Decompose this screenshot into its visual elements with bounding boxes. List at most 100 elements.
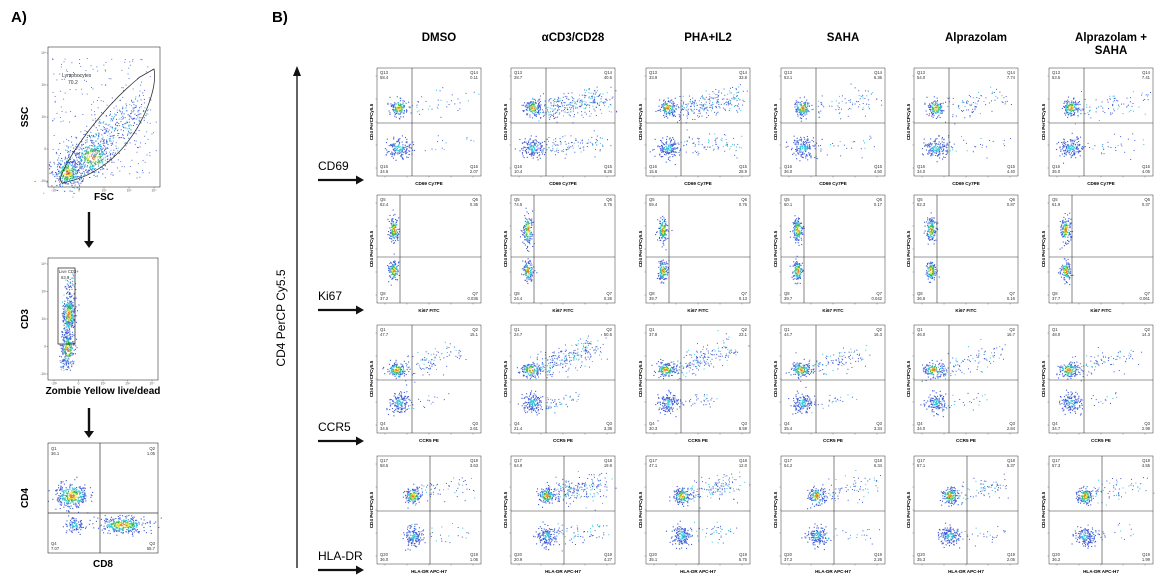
- x-axis-label: HLA-DR APC-H7: [680, 569, 716, 574]
- quadrant-name: Q16: [917, 164, 926, 169]
- quadrant-name: Q20: [784, 552, 793, 557]
- plot-frame: [1048, 455, 1154, 565]
- x-axis-label: CCR5 PE: [553, 438, 573, 443]
- quadrant-value: 15.1: [470, 332, 479, 337]
- quadrant-name: Q6: [1144, 197, 1150, 202]
- quadrant-value: 39.7: [649, 296, 658, 301]
- quadrant-name: Q18: [739, 458, 748, 463]
- quadrant-name: Q20: [649, 552, 658, 557]
- quadrant-value: 3.38: [604, 426, 613, 431]
- column-header: SAHA: [827, 32, 860, 44]
- column-header: DMSO: [422, 32, 457, 44]
- quadrant-value: 34.6: [380, 426, 389, 431]
- quadrant-name: Q18: [470, 458, 479, 463]
- tick-label: -10²: [40, 179, 46, 183]
- y-axis-label: CD4 PerCPCy5.5: [773, 230, 778, 267]
- tick-label: 10⁴: [152, 189, 158, 193]
- y-axis-label: CD4: [20, 488, 31, 508]
- x-axis-label: HLA-DR APC-H7: [545, 569, 581, 574]
- quadrant-name: Q4: [514, 421, 520, 426]
- quadrant-value: 58.5: [380, 463, 389, 468]
- quadrant-value: 7.74: [1007, 75, 1016, 80]
- quadrant-value: 5.75: [739, 557, 748, 562]
- plot-frame: [376, 194, 482, 304]
- quadrant-name: Q19: [1007, 552, 1016, 557]
- quadrant-value: 0.36: [470, 202, 479, 207]
- quadrant-value: 28.7: [514, 75, 523, 80]
- quadrant-name: Q18: [1142, 458, 1151, 463]
- quadrant-name: Q13: [784, 70, 793, 75]
- x-axis-label: CD69 Cy7PE: [684, 181, 712, 186]
- quadrant-value: 34.0: [917, 169, 926, 174]
- quadrant-value: 60.1: [784, 202, 793, 207]
- quadrant-name: Q18: [874, 458, 883, 463]
- quadrant-value: 47.1: [649, 463, 658, 468]
- x-axis-label: Ki67 FITC: [955, 308, 977, 313]
- quadrant-name: Q14: [739, 70, 748, 75]
- flow-arrow-1-head: [84, 241, 94, 248]
- quadrant-name: Q6: [741, 197, 747, 202]
- quadrant-name: Q8: [784, 291, 790, 296]
- quadrant-value: 16.3: [874, 332, 883, 337]
- x-axis-label: FSC: [94, 192, 114, 203]
- y-axis-label: SSC: [20, 107, 31, 128]
- quadrant-name: Q1: [649, 327, 655, 332]
- quadrant-value: 59.4: [649, 202, 658, 207]
- quadrant-value: 24.4: [514, 296, 523, 301]
- y-axis-label: CD4 PerCPCy5.5: [773, 491, 778, 528]
- quadrant-value: 0.26: [604, 296, 613, 301]
- panel-a-label: A): [11, 9, 27, 26]
- quadrant-name: Q14: [604, 70, 613, 75]
- plot-frame: [645, 67, 751, 177]
- quadrant-value: 61.9: [1052, 202, 1061, 207]
- quadrant-value: 0.17: [874, 202, 883, 207]
- quadrant-value: 36.0: [784, 169, 793, 174]
- plot-frame: [913, 324, 1019, 434]
- quadrant-name: Q6: [1009, 197, 1015, 202]
- y-axis-label: CD4 PerCPCy5.5: [638, 491, 643, 528]
- quadrant-name: Q14: [1007, 70, 1016, 75]
- quadrant-value: 0.37: [1142, 202, 1151, 207]
- plot-frame: [47, 442, 159, 554]
- quadrant-name: Q18: [1007, 458, 1016, 463]
- quadrant-value: 3.34: [874, 426, 883, 431]
- quadrant-value: 36.1: [51, 451, 60, 456]
- y-axis-label: CD4 PerCPCy5.5: [906, 360, 911, 397]
- quadrant-name: Q15: [604, 164, 613, 169]
- quadrant-value: 54.2: [784, 463, 793, 468]
- plot-frame: [645, 194, 751, 304]
- quadrant-name: Q13: [1052, 70, 1061, 75]
- tick-label: 10²: [102, 189, 107, 193]
- column-header: Alprazolam: [945, 32, 1007, 44]
- column-header: PHA+IL2: [684, 32, 732, 44]
- quadrant-value: 50.5: [604, 332, 613, 337]
- quadrant-value: 2.61: [470, 426, 479, 431]
- plot-frame: [645, 455, 751, 565]
- quadrant-value: 33.9: [649, 75, 658, 80]
- quadrant-name: Q3: [606, 421, 612, 426]
- quadrant-name: Q6: [876, 197, 882, 202]
- quadrant-name: Q2: [1144, 327, 1150, 332]
- plot-frame: [1048, 194, 1154, 304]
- quadrant-value: 19.9: [604, 463, 613, 468]
- plot-frame: [376, 455, 482, 565]
- quadrant-value: 40.6: [604, 75, 613, 80]
- quadrant-name: Q6: [472, 197, 478, 202]
- y-axis-label: CD4 PerCPCy5.5: [503, 491, 508, 528]
- quadrant-value: 54.0: [917, 75, 926, 80]
- x-axis-label: HLA-DR APC-H7: [411, 569, 447, 574]
- quadrant-name: Q17: [784, 458, 793, 463]
- quadrant-name: Q13: [649, 70, 658, 75]
- quadrant-value: 62.3: [917, 202, 926, 207]
- quadrant-name: Q20: [380, 552, 389, 557]
- row-label-ki67: Ki67: [318, 289, 342, 303]
- quadrant-value: 0.76: [739, 202, 748, 207]
- plot-frame: [780, 324, 886, 434]
- quadrant-value: 55.7: [147, 546, 156, 551]
- quadrant-value: 35.3: [917, 557, 926, 562]
